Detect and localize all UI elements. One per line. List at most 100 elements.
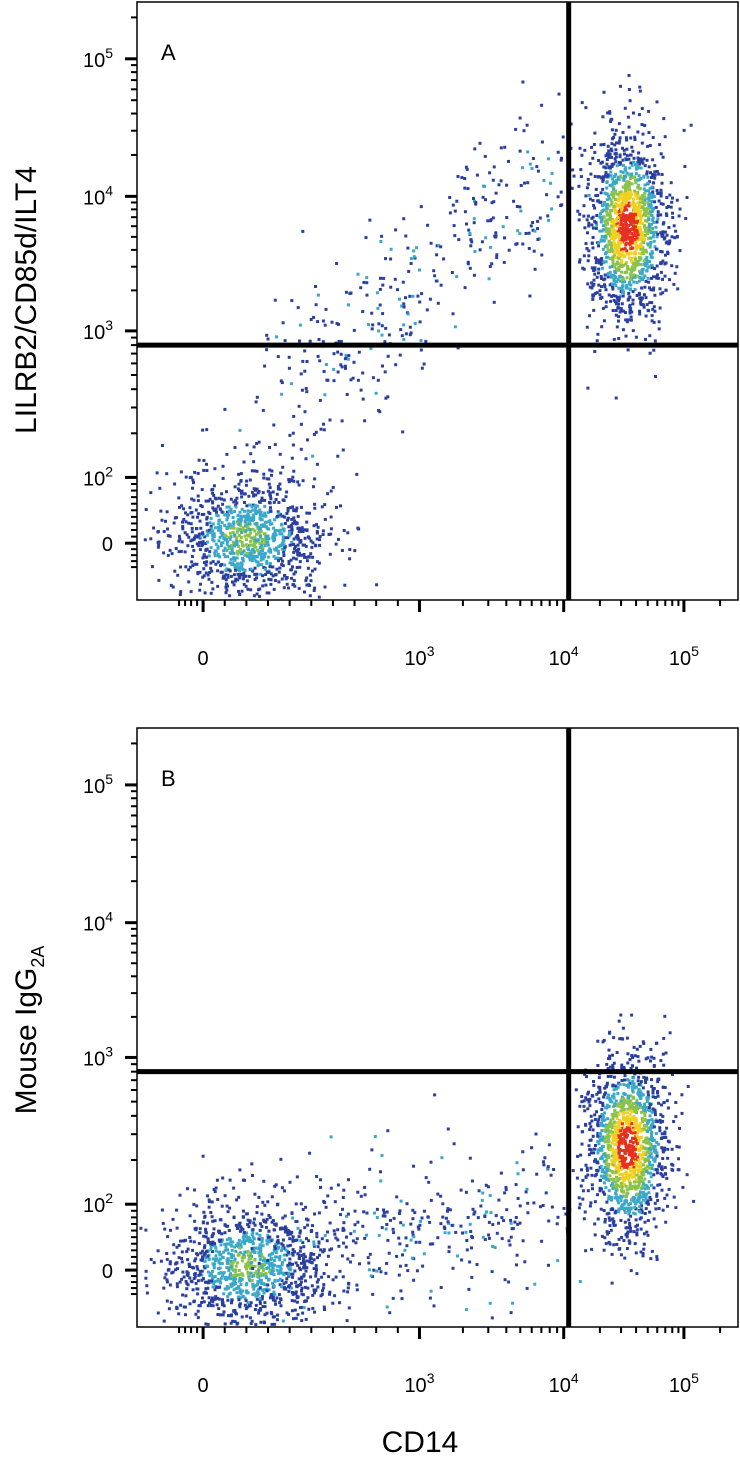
event-dot: [182, 1275, 186, 1279]
event-dot: [201, 1296, 204, 1300]
event-dot: [597, 1142, 601, 1146]
event-dot: [665, 206, 669, 209]
event-dot: [667, 205, 670, 208]
event-dot: [201, 532, 204, 536]
event-dot: [213, 467, 217, 471]
event-dot: [650, 301, 654, 305]
event-dot: [192, 536, 196, 540]
event-dot: [662, 117, 666, 121]
event-dot: [592, 1080, 595, 1083]
event-dot: [249, 510, 252, 514]
event-dot: [656, 232, 660, 236]
event-dot: [507, 159, 510, 163]
event-dot: [610, 162, 614, 166]
event-dot: [622, 208, 626, 212]
event-dot: [605, 1230, 609, 1234]
event-dot: [298, 1231, 302, 1235]
event-dot: [625, 1036, 629, 1040]
event-dot: [518, 149, 522, 153]
event-dot: [661, 1052, 665, 1056]
event-dot: [216, 504, 220, 508]
event-dot: [631, 302, 635, 306]
event-dot: [465, 222, 468, 226]
event-dot: [678, 1126, 681, 1130]
event-dot: [582, 1099, 586, 1103]
event-dot: [626, 180, 630, 184]
event-dot: [233, 556, 236, 560]
event-dot: [297, 483, 301, 487]
event-dot: [661, 1114, 665, 1118]
event-dot: [613, 251, 617, 255]
event-dot: [218, 1257, 222, 1261]
event-dot: [598, 200, 602, 204]
event-dot: [275, 567, 279, 571]
event-dot: [179, 549, 183, 553]
event-dot: [289, 1281, 293, 1285]
event-dot: [616, 224, 620, 228]
event-dot: [258, 1243, 262, 1247]
event-dot: [194, 1281, 198, 1285]
event-dot: [278, 566, 282, 570]
event-dot: [594, 187, 598, 191]
event-dot: [661, 155, 665, 159]
event-dot: [278, 1301, 282, 1305]
event-dot: [626, 1052, 630, 1056]
event-dot: [615, 234, 619, 238]
event-dot: [402, 323, 406, 327]
event-dot: [607, 1211, 611, 1215]
event-dot: [159, 1259, 163, 1263]
event-dot: [288, 506, 292, 510]
event-dot: [659, 261, 663, 265]
event-dot: [610, 1141, 614, 1145]
event-dot: [661, 233, 665, 237]
event-dot: [250, 569, 254, 573]
event-dot: [503, 236, 506, 240]
event-dot: [238, 520, 242, 524]
event-dot: [274, 1302, 278, 1306]
event-dot: [202, 554, 206, 558]
event-dot: [311, 1224, 314, 1228]
event-dot: [625, 1101, 629, 1104]
event-dot: [617, 1019, 621, 1023]
event-dot: [650, 265, 654, 269]
event-dot: [646, 144, 650, 148]
event-dot: [198, 541, 201, 545]
event-dot: [620, 258, 624, 262]
event-dot: [609, 1177, 613, 1181]
event-dot: [401, 280, 405, 284]
event-dot: [647, 309, 651, 313]
event-dot: [613, 1180, 617, 1184]
event-dot: [629, 315, 633, 319]
event-dot: [677, 1145, 681, 1149]
event-dot: [654, 1132, 658, 1135]
event-dot: [652, 1217, 656, 1221]
event-dot: [268, 1216, 272, 1220]
event-dot: [196, 1309, 200, 1313]
event-dot: [647, 280, 651, 284]
event-dot: [250, 1319, 254, 1323]
event-dot: [302, 1252, 306, 1256]
event-dot: [365, 281, 369, 285]
event-dot: [262, 1288, 266, 1291]
event-dot: [256, 491, 260, 495]
event-dot: [604, 230, 608, 234]
event-dot: [249, 1279, 253, 1283]
event-dot: [635, 294, 639, 297]
event-dot: [220, 1256, 224, 1259]
event-dot: [623, 1129, 627, 1133]
event-dot: [651, 1095, 655, 1099]
event-dot: [267, 1240, 271, 1244]
event-dot: [644, 258, 648, 261]
event-dot: [217, 1307, 221, 1311]
event-dot: [203, 535, 207, 539]
event-dot: [164, 1272, 168, 1276]
event-dot: [316, 320, 320, 324]
event-dot: [222, 1310, 226, 1314]
event-dot: [336, 370, 340, 374]
event-dot: [596, 1151, 600, 1155]
event-dot: [259, 555, 263, 559]
event-dot: [156, 1311, 160, 1315]
event-dot: [653, 173, 657, 177]
event-dot: [226, 1295, 230, 1299]
event-dot: [201, 1221, 205, 1225]
